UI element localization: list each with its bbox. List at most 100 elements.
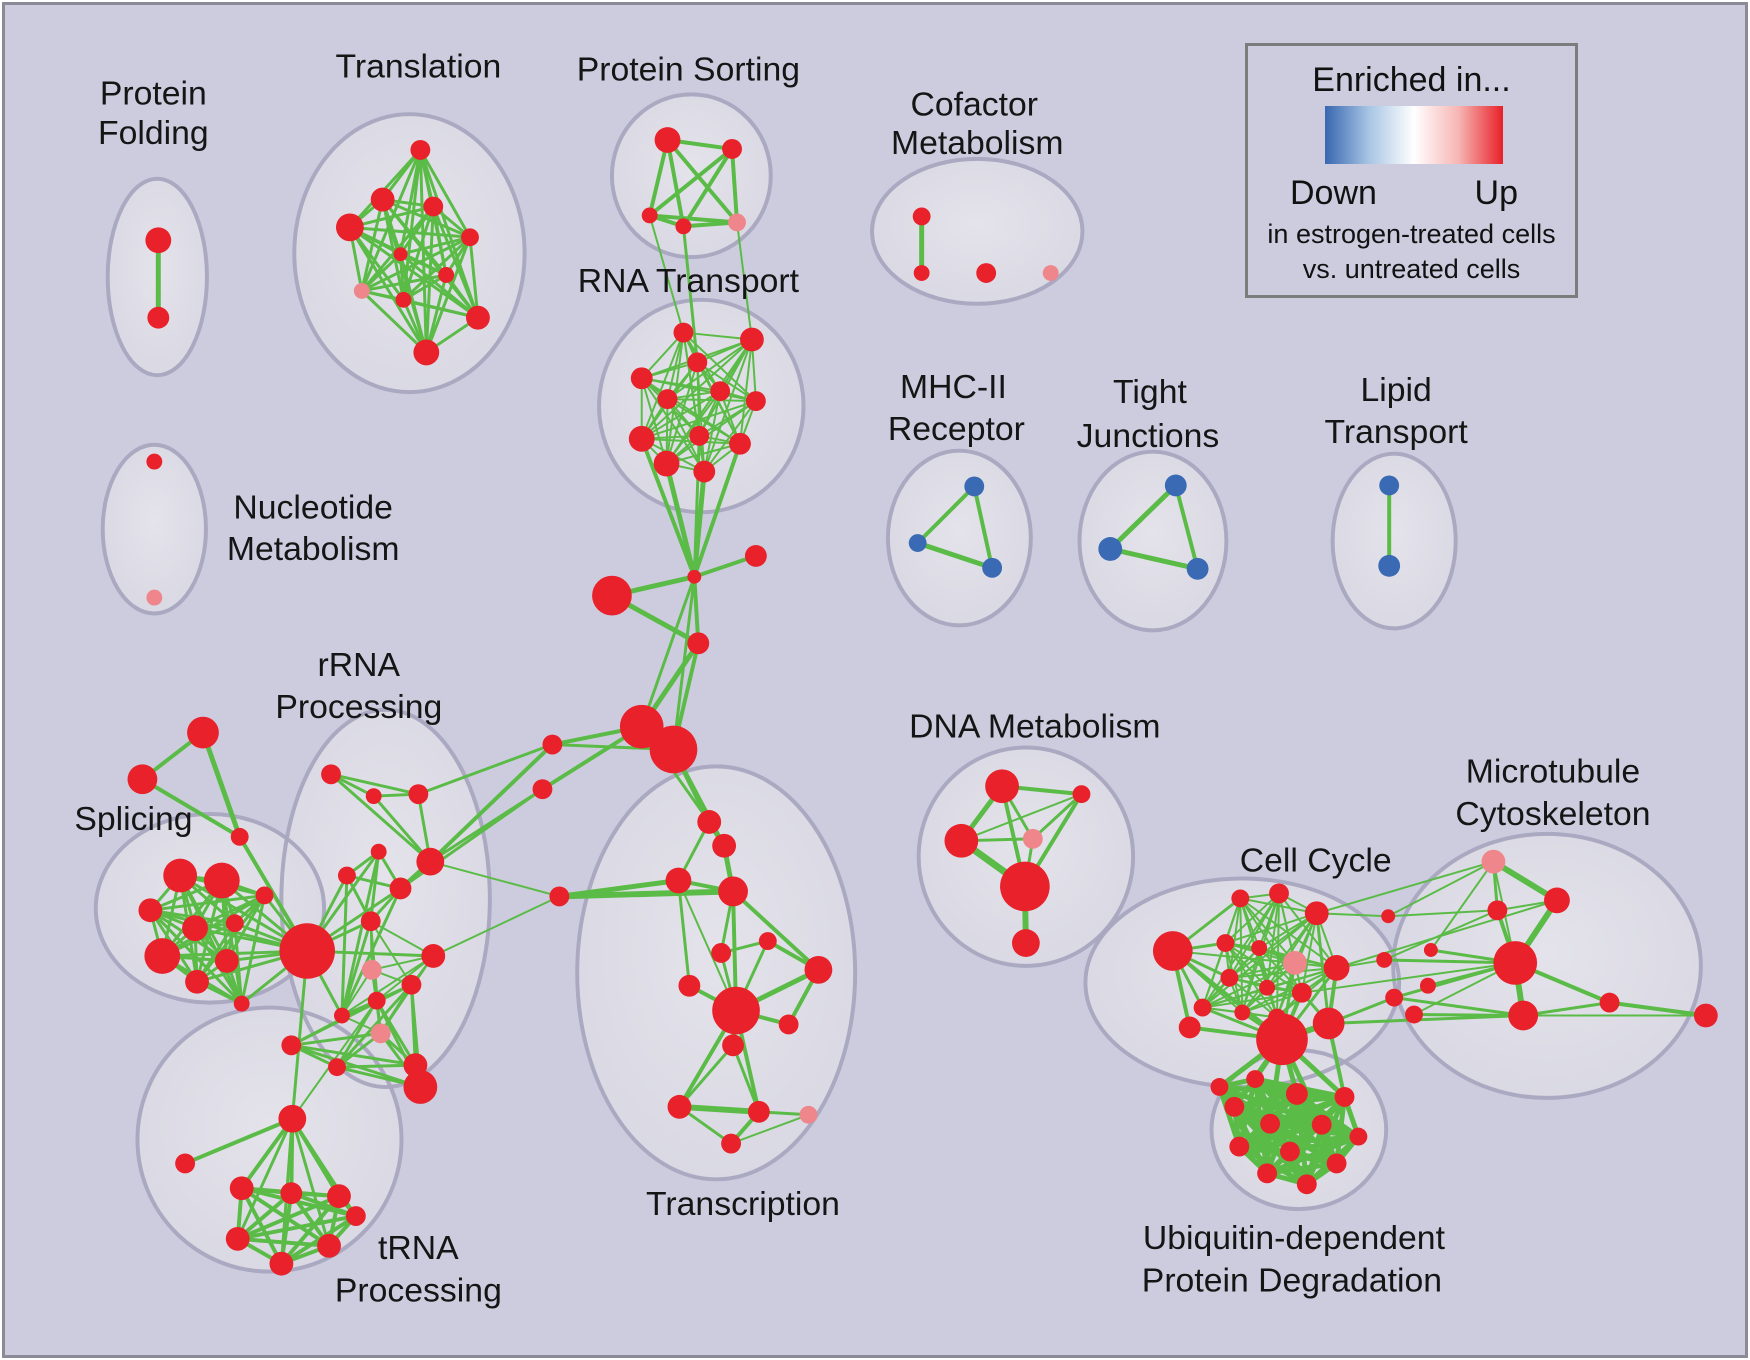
gene-set-node-125[interactable] [1291, 982, 1312, 1003]
gene-set-node-153[interactable] [1280, 1141, 1300, 1162]
gene-set-node-40[interactable] [976, 263, 997, 283]
gene-set-node-36[interactable] [542, 734, 563, 755]
gene-set-node-123[interactable] [1220, 968, 1239, 987]
gene-set-node-144[interactable] [1693, 1003, 1718, 1028]
gene-set-node-130[interactable] [1312, 1007, 1345, 1040]
gene-set-node-19[interactable] [740, 327, 764, 352]
gene-set-node-10[interactable] [395, 291, 412, 308]
gene-set-node-85[interactable] [697, 810, 722, 834]
gene-set-node-3[interactable] [370, 187, 395, 212]
gene-set-node-51[interactable] [146, 589, 163, 606]
gene-set-node-105[interactable] [225, 1226, 250, 1251]
gene-set-node-42[interactable] [964, 476, 985, 497]
gene-set-node-68[interactable] [408, 784, 429, 805]
gene-set-node-151[interactable] [1349, 1127, 1368, 1146]
gene-set-node-24[interactable] [745, 391, 766, 411]
gene-set-node-126[interactable] [1193, 998, 1212, 1017]
gene-set-node-89[interactable] [758, 932, 777, 950]
gene-set-node-156[interactable] [1296, 1174, 1317, 1195]
gene-set-node-70[interactable] [337, 866, 356, 885]
gene-set-node-157[interactable] [1210, 1078, 1229, 1096]
gene-set-node-104[interactable] [327, 1184, 351, 1209]
gene-set-node-2[interactable] [410, 140, 431, 160]
gene-set-node-72[interactable] [389, 877, 412, 900]
gene-set-node-100[interactable] [278, 1104, 307, 1133]
gene-set-node-131[interactable] [1178, 1016, 1201, 1039]
gene-set-node-58[interactable] [255, 886, 274, 905]
gene-set-node-53[interactable] [127, 764, 158, 795]
gene-set-node-43[interactable] [908, 534, 927, 552]
gene-set-node-44[interactable] [982, 557, 1003, 578]
gene-set-node-88[interactable] [718, 876, 748, 907]
gene-set-node-30[interactable] [592, 575, 632, 616]
gene-set-node-143[interactable] [1405, 1005, 1423, 1024]
gene-set-node-5[interactable] [335, 213, 364, 242]
gene-set-node-141[interactable] [1508, 1000, 1539, 1031]
gene-set-node-49[interactable] [1378, 554, 1401, 577]
gene-set-node-1[interactable] [147, 306, 170, 329]
gene-set-node-45[interactable] [1164, 474, 1187, 497]
gene-set-node-149[interactable] [1311, 1114, 1332, 1135]
gene-set-node-33[interactable] [687, 632, 710, 655]
gene-set-node-152[interactable] [1229, 1136, 1250, 1157]
gene-set-node-120[interactable] [1251, 940, 1268, 956]
gene-set-node-97[interactable] [747, 1100, 770, 1123]
gene-set-node-7[interactable] [393, 247, 408, 262]
gene-set-node-34[interactable] [619, 704, 664, 749]
gene-set-node-121[interactable] [1282, 950, 1307, 975]
gene-set-node-69[interactable] [370, 843, 387, 860]
gene-set-node-147[interactable] [1224, 1096, 1245, 1117]
gene-set-node-106[interactable] [269, 1251, 294, 1276]
gene-set-node-25[interactable] [628, 425, 655, 452]
gene-set-node-66[interactable] [321, 764, 341, 785]
gene-set-node-39[interactable] [913, 265, 930, 281]
gene-set-node-133[interactable] [1376, 951, 1393, 968]
gene-set-node-103[interactable] [280, 1182, 303, 1205]
gene-set-node-62[interactable] [185, 969, 209, 994]
gene-set-node-50[interactable] [146, 453, 163, 470]
gene-set-node-112[interactable] [944, 823, 979, 858]
gene-set-node-142[interactable] [1599, 992, 1620, 1013]
gene-set-node-47[interactable] [1186, 557, 1209, 580]
gene-set-node-92[interactable] [804, 955, 833, 984]
gene-set-node-20[interactable] [630, 367, 653, 390]
gene-set-node-81[interactable] [328, 1058, 346, 1077]
gene-set-node-79[interactable] [403, 1070, 438, 1104]
gene-set-node-17[interactable] [728, 213, 746, 232]
gene-set-node-127[interactable] [1234, 1004, 1251, 1021]
gene-set-node-102[interactable] [229, 1176, 254, 1201]
gene-set-node-8[interactable] [438, 267, 455, 283]
gene-set-node-91[interactable] [678, 974, 701, 997]
gene-set-node-56[interactable] [203, 862, 240, 899]
gene-set-node-54[interactable] [230, 827, 249, 846]
gene-set-node-140[interactable] [1419, 977, 1436, 994]
gene-set-node-46[interactable] [1098, 537, 1123, 561]
gene-set-node-119[interactable] [1216, 934, 1235, 952]
gene-set-node-32[interactable] [744, 545, 767, 567]
gene-set-node-67[interactable] [365, 788, 382, 805]
gene-set-node-65[interactable] [279, 923, 335, 979]
gene-set-node-11[interactable] [466, 305, 490, 330]
gene-set-node-83[interactable] [370, 1023, 391, 1044]
gene-set-node-84[interactable] [549, 886, 570, 907]
gene-set-node-75[interactable] [367, 991, 386, 1010]
gene-set-node-71[interactable] [416, 847, 445, 876]
gene-set-node-15[interactable] [641, 207, 658, 224]
gene-set-node-77[interactable] [421, 944, 446, 968]
gene-set-node-59[interactable] [182, 915, 208, 942]
gene-set-node-110[interactable] [1072, 785, 1091, 804]
gene-set-node-86[interactable] [712, 833, 737, 858]
gene-set-node-16[interactable] [675, 218, 692, 235]
gene-set-node-95[interactable] [722, 1034, 744, 1057]
gene-set-node-137[interactable] [1487, 900, 1508, 921]
gene-set-node-146[interactable] [1285, 1083, 1308, 1105]
gene-set-node-109[interactable] [985, 769, 1019, 804]
gene-set-node-55[interactable] [163, 858, 198, 893]
gene-set-node-60[interactable] [225, 914, 244, 933]
gene-set-node-148[interactable] [1260, 1113, 1280, 1134]
gene-set-node-57[interactable] [138, 898, 163, 923]
gene-set-node-35[interactable] [649, 725, 698, 774]
gene-set-node-111[interactable] [1022, 828, 1043, 849]
gene-set-node-93[interactable] [712, 986, 760, 1035]
gene-set-node-154[interactable] [1257, 1163, 1278, 1184]
